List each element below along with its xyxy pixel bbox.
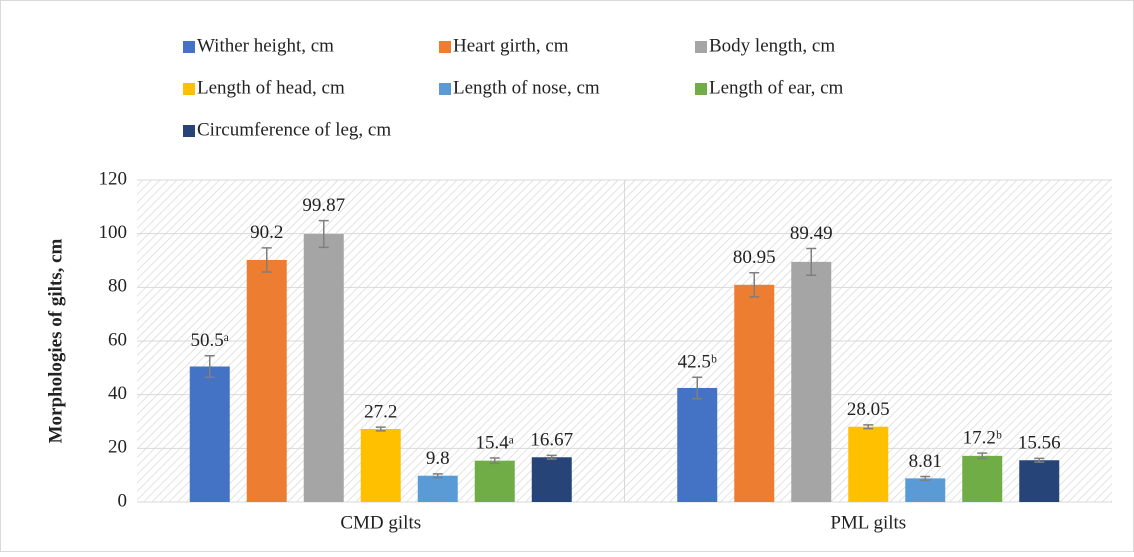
data-label: 80.95 [733,247,776,268]
data-label: 9.8 [426,448,450,469]
bar [905,478,946,502]
data-label: 17.2ᵇ [963,428,1002,449]
bar [246,259,287,502]
error-bar [204,355,215,378]
legend-swatch [183,83,195,95]
x-tick-label: PML gilts [830,512,906,533]
bar [417,475,458,502]
legend-label: Circumference of leg, cm [197,119,391,140]
data-label: 89.49 [790,223,833,244]
bar [848,426,889,502]
data-label: 15.4ᵃ [476,432,514,453]
legend-swatch [439,41,451,53]
error-bar [806,247,817,277]
data-label: 90.2 [250,222,283,243]
data-label: 42.5ᵇ [678,352,717,373]
y-tick-label: 20 [108,437,127,458]
error-bar [977,452,988,460]
y-tick-label: 80 [108,276,127,297]
error-bar [1034,457,1045,463]
error-bar [318,219,329,249]
error-bar [489,457,500,465]
legend-label: Wither height, cm [197,35,334,56]
data-label: 27.2 [364,401,397,422]
bar [303,234,344,502]
bar [734,284,775,502]
error-bar [749,271,760,298]
error-bar [692,376,703,400]
bar [791,261,832,502]
error-bar [920,475,931,481]
bar [531,457,572,502]
legend-label: Body length, cm [709,35,835,56]
y-tick-label: 100 [99,222,128,243]
bar [962,455,1003,502]
bar [360,429,401,502]
y-tick-label: 60 [108,329,127,350]
error-bar [546,454,557,460]
data-label: 8.81 [909,451,942,472]
legend-label: Heart girth, cm [453,35,569,56]
legend-swatch [695,83,707,95]
error-bar [432,473,443,479]
bar [677,387,718,502]
legend-swatch [183,41,195,53]
data-label: 28.05 [847,399,890,420]
legend-label: Length of nose, cm [453,77,600,98]
error-bar [261,247,272,273]
data-label: 99.87 [302,195,345,216]
legend-label: Length of head, cm [197,77,345,98]
error-bar [375,426,386,432]
bar [1019,460,1060,502]
y-tick-label: 0 [118,490,128,511]
legend-label: Length of ear, cm [709,77,844,98]
error-bar [863,424,874,430]
legend-swatch [439,83,451,95]
y-tick-label: 40 [108,383,127,404]
x-tick-label: CMD gilts [340,512,421,533]
legend-swatch [695,41,707,53]
data-label: 50.5ᵃ [191,330,229,351]
legend-swatch [183,125,195,137]
y-axis-title: Morphologies of gilts, cm [45,238,66,443]
bar [189,366,230,502]
bar [474,460,515,502]
y-tick-label: 120 [99,168,128,189]
data-label: 16.67 [530,430,573,451]
data-label: 15.56 [1018,433,1061,454]
